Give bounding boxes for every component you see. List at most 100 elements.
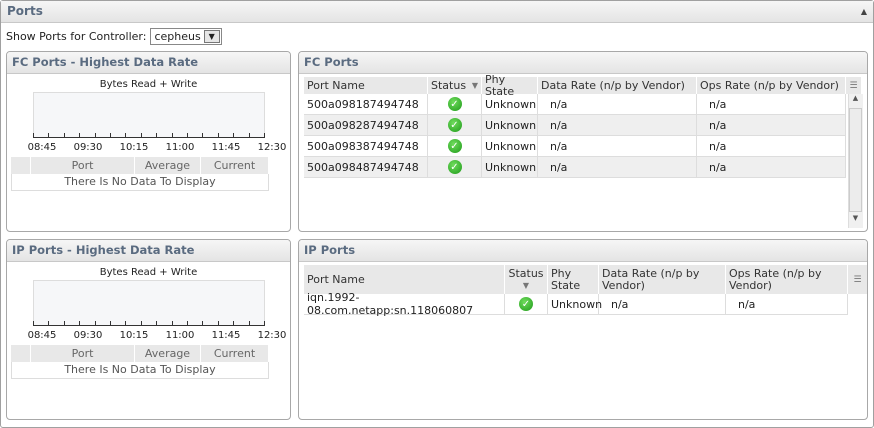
panel-title: FC Ports - Highest Data Rate: [7, 52, 290, 74]
x-tick: [217, 321, 219, 326]
sort-desc-icon: ▼: [471, 80, 478, 90]
column-header[interactable]: Current: [201, 345, 269, 362]
x-tick-label: 12:30: [257, 142, 287, 153]
x-tick: [48, 133, 50, 138]
x-tick-label: 09:30: [73, 330, 103, 341]
cell-status: ✓: [428, 157, 482, 177]
column-header-port-name[interactable]: Port Name: [304, 265, 505, 294]
x-tick: [217, 133, 219, 138]
cell-ops-rate: n/a: [697, 157, 846, 177]
scroll-down-arrow[interactable]: ▼: [852, 214, 859, 222]
chart-plot-area: [33, 92, 265, 138]
cell-port-name: 500a098287494748: [304, 115, 428, 135]
status-ok-icon: ✓: [447, 118, 462, 132]
column-header-status[interactable]: Status ▼: [428, 77, 482, 94]
column-header-label: Phy State: [485, 72, 515, 98]
cell-status: ✓: [428, 115, 482, 135]
column-header-ops-rate[interactable]: Ops Rate (n/p by Vendor): [726, 265, 848, 294]
cell-phy-state: Unknown: [482, 136, 538, 156]
table-row[interactable]: 500a098387494748 ✓ Unknown n/a n/a: [304, 136, 846, 157]
x-tick-label: 09:30: [73, 142, 103, 153]
column-header-label: Port Name: [307, 272, 365, 286]
column-header-data-rate[interactable]: Data Rate (n/p by Vendor): [538, 77, 697, 94]
column-header-blank: [11, 345, 31, 362]
x-tick: [48, 321, 50, 326]
column-menu-icon[interactable]: ☰: [848, 265, 867, 294]
panel-title: IP Ports - Highest Data Rate: [7, 240, 290, 262]
table-row[interactable]: 500a098487494748 ✓ Unknown n/a n/a: [304, 157, 846, 178]
column-header[interactable]: Average: [135, 157, 201, 174]
x-tick-label: 08:45: [27, 142, 57, 153]
cell-status: ✓: [505, 294, 548, 314]
controller-label: Show Ports for Controller:: [6, 30, 147, 43]
column-header[interactable]: Port: [31, 345, 135, 362]
cell-ops-rate: n/a: [697, 94, 846, 114]
cell-status: ✓: [428, 136, 482, 156]
cell-port-name: 500a098387494748: [304, 136, 428, 156]
chevron-down-icon[interactable]: ▼: [203, 30, 220, 43]
sort-desc-icon: ▼: [522, 280, 530, 290]
ip-ports-panel: IP Ports Port Name Status ▼ Phy State Data Ra…: [298, 239, 868, 420]
x-tick: [63, 321, 65, 326]
x-tick: [79, 321, 81, 326]
status-ok-icon: ✓: [447, 139, 462, 153]
cell-port-name: 500a098187494748: [304, 94, 428, 114]
controller-select[interactable]: cepheus ▼: [150, 28, 222, 45]
x-tick: [248, 321, 250, 326]
column-header-port-name[interactable]: Port Name: [304, 77, 428, 94]
controller-value: cepheus: [154, 30, 201, 43]
status-ok-icon: ✓: [519, 297, 533, 311]
table-row[interactable]: iqn.1992-08.com.netapp:sn.118060807 ✓ Unkn…: [304, 291, 848, 317]
x-axis: [33, 325, 265, 326]
x-tick: [110, 321, 111, 326]
controller-row: Show Ports for Controller: cepheus ▼: [6, 28, 222, 45]
x-tick-label: 11:45: [211, 142, 241, 153]
column-header-label: Port Name: [307, 78, 365, 92]
column-header-label: Data Rate (n/p by Vendor): [541, 78, 685, 92]
column-header-data-rate[interactable]: Data Rate (n/p by Vendor): [599, 265, 726, 294]
column-header-phy-state[interactable]: Phy State: [548, 265, 599, 294]
column-header-label: Phy State: [551, 266, 581, 292]
column-header-ops-rate[interactable]: Ops Rate (n/p by Vendor): [697, 77, 846, 94]
cell-phy-state: Unknown: [482, 157, 538, 177]
x-tick-label: 12:30: [257, 330, 287, 341]
x-tick: [94, 133, 96, 138]
x-tick: [248, 133, 250, 138]
chart-title: Bytes Read + Write: [99, 79, 198, 90]
column-header[interactable]: Average: [135, 345, 201, 362]
x-tick: [110, 133, 111, 138]
x-tick: [202, 321, 204, 326]
x-tick: [140, 321, 142, 326]
x-tick: [156, 321, 158, 326]
x-tick: [33, 321, 34, 326]
x-tick-label: 10:15: [119, 142, 149, 153]
x-tick: [63, 133, 65, 138]
x-tick: [79, 133, 81, 138]
column-header-phy-state[interactable]: Phy State: [482, 73, 538, 97]
cell-data-rate: n/a: [538, 136, 697, 156]
column-header-status[interactable]: Status ▼: [505, 265, 548, 294]
column-menu-icon[interactable]: ☰: [846, 77, 862, 94]
table-row[interactable]: 500a098287494748 ✓ Unknown n/a n/a: [304, 115, 846, 136]
x-tick: [264, 133, 265, 138]
scrollbar-thumb[interactable]: [849, 108, 862, 212]
cell-status: ✓: [428, 94, 482, 114]
x-tick: [125, 321, 127, 326]
x-tick: [33, 133, 34, 138]
column-header[interactable]: Current: [201, 157, 269, 174]
empty-message: There Is No Data To Display: [11, 174, 269, 191]
x-tick: [202, 133, 204, 138]
x-axis: [33, 137, 265, 138]
x-tick: [140, 133, 142, 138]
x-tick: [94, 321, 96, 326]
cell-ops-rate: n/a: [726, 294, 848, 314]
column-header[interactable]: Port: [31, 157, 135, 174]
x-tick: [171, 133, 173, 138]
scroll-up-arrow[interactable]: ▲: [852, 94, 859, 102]
collapse-icon[interactable]: ▲: [860, 7, 867, 16]
status-ok-icon: ✓: [447, 97, 462, 111]
panel-title: FC Ports: [299, 52, 867, 74]
x-tick: [171, 321, 173, 326]
cell-port-name: 500a098487494748: [304, 157, 428, 177]
table-row[interactable]: 500a098187494748 ✓ Unknown n/a n/a: [304, 94, 846, 115]
